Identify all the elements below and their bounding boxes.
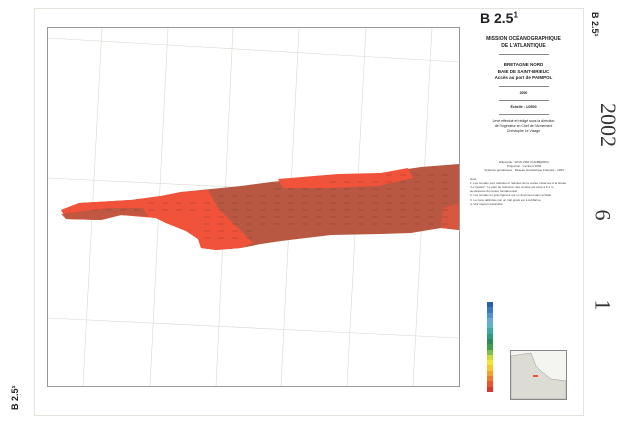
region: BRETAGNE NORD bbox=[503, 62, 544, 67]
year: 2000 bbox=[519, 90, 528, 95]
map-frame[interactable] bbox=[47, 27, 460, 387]
credit-3: Christophe Le Visage bbox=[506, 128, 541, 133]
legend-swatch bbox=[487, 381, 493, 387]
note-line: au-dessous du repère fondamental. bbox=[470, 189, 518, 194]
sheet-code: B 2.51 bbox=[480, 10, 518, 26]
scale: Échelle : 1/2500 bbox=[510, 104, 537, 109]
sounding-marks bbox=[92, 174, 448, 239]
stamp-month: 6 bbox=[590, 209, 616, 221]
legend-swatch bbox=[487, 365, 493, 371]
legend-swatch bbox=[487, 349, 493, 355]
legend-swatch bbox=[487, 323, 493, 329]
depth-color-legend bbox=[487, 302, 493, 392]
legend-swatch bbox=[487, 386, 493, 392]
survey-map bbox=[48, 28, 459, 386]
legend-swatch bbox=[487, 317, 493, 324]
notes-heading: Note bbox=[470, 176, 477, 181]
credit-1: Levé effectué et rédigé sous la directio… bbox=[492, 118, 555, 123]
legend-swatch bbox=[487, 354, 493, 361]
legend-swatch bbox=[487, 328, 493, 334]
legend-swatch bbox=[487, 375, 493, 382]
stamp-year: 2002 bbox=[596, 103, 621, 147]
legend-swatch bbox=[487, 312, 493, 318]
note-line: "Le Quistic". Le plan de réduction des s… bbox=[470, 185, 554, 190]
legend-swatch bbox=[487, 370, 493, 376]
stamp-day: 1 bbox=[590, 299, 616, 311]
location-inset-map bbox=[510, 350, 567, 400]
mission-title-2: DE L'ATLANTIQUE bbox=[501, 43, 546, 49]
access: Accès au port de PAIMPOL bbox=[494, 75, 553, 80]
legend-swatch bbox=[487, 360, 493, 366]
legend-swatch bbox=[487, 302, 493, 308]
side-sheet-code: B 2.5¹ bbox=[590, 12, 600, 37]
mission-title: MISSION OCÉANOGRAPHIQUE bbox=[486, 36, 561, 42]
legend-swatch bbox=[487, 333, 493, 339]
bay: BAIE DE SAINT-BRIEUC bbox=[497, 68, 550, 74]
survey-bright-strip bbox=[278, 168, 413, 188]
survey-bright-bulge bbox=[148, 190, 253, 250]
note-line: 2. Les sondes en gras figurent sur un do… bbox=[470, 193, 552, 198]
side-sheet-code-bottom: B 2.5¹ bbox=[10, 385, 20, 410]
projection: Projection : Lambert 1993 bbox=[506, 164, 542, 169]
credit-2: de l'Ingénieur en Chef de l'Armement bbox=[494, 123, 553, 128]
title-block: B 2.51 MISSION OCÉANOGRAPHIQUE DE L'ATLAN… bbox=[466, 10, 581, 134]
note-line: 3. La zone délimitée par un trait épais … bbox=[470, 197, 542, 202]
note-line: 4. Voir rapport particulier. bbox=[470, 201, 504, 206]
ellipsoid: Ellipsoïde : WGS 1984 (CANBERRA) bbox=[499, 160, 549, 164]
notes-block: Ellipsoïde : WGS 1984 (CANBERRA) Project… bbox=[470, 160, 578, 206]
survey-dark-left bbox=[61, 208, 148, 220]
geodetic-system: Système géodésique : Réseau Géodésique F… bbox=[484, 168, 564, 173]
legend-swatch bbox=[487, 338, 493, 345]
legend-swatch bbox=[487, 307, 493, 313]
note-line: 1. Les sondes sont réduites et réduites … bbox=[470, 180, 567, 185]
legend-swatch bbox=[487, 344, 493, 350]
